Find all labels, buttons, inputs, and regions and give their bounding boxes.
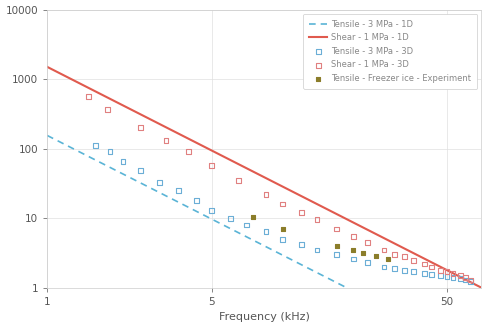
Tensile - 3 MPa - 1D (216, 221, 222, 225)
Tensile - 3 MPa - 3D (262, 229, 270, 234)
Shear - 1 MPa - 3D (313, 217, 321, 222)
Shear - 1 MPa - 3D (350, 234, 357, 239)
Shear - 1 MPa - 3D (333, 226, 341, 232)
Shear - 1 MPa - 3D (380, 247, 388, 253)
Tensile - 3 MPa - 3D (380, 264, 388, 270)
Shear - 1 MPa - 3D (420, 261, 428, 267)
Tensile - 3 MPa - 3D (462, 277, 469, 282)
Shear - 1 MPa - 3D (364, 240, 372, 245)
Tensile - Freezer ice - Experiment (359, 250, 367, 255)
Tensile - 3 MPa - 3D (401, 267, 409, 273)
Shear - 1 MPa - 1D (216, 152, 222, 156)
Tensile - 3 MPa - 3D (226, 216, 234, 221)
Tensile - 3 MPa - 3D (313, 247, 321, 253)
Tensile - 3 MPa - 1D (358, 293, 364, 297)
Shear - 1 MPa - 3D (208, 163, 216, 168)
Tensile - 3 MPa - 3D (364, 260, 372, 265)
Shear - 1 MPa - 3D (456, 273, 464, 278)
Shear - 1 MPa - 3D (449, 271, 457, 276)
Line: Tensile - 3 MPa - 1D: Tensile - 3 MPa - 1D (47, 135, 482, 328)
Shear - 1 MPa - 1D (44, 65, 50, 69)
Tensile - 3 MPa - 3D (242, 222, 250, 228)
Legend: Tensile - 3 MPa - 1D, Shear - 1 MPa - 1D, Tensile - 3 MPa - 3D, Shear - 1 MPa - : Tensile - 3 MPa - 1D, Shear - 1 MPa - 1D… (303, 14, 477, 89)
Tensile - 3 MPa - 3D (428, 272, 435, 277)
Tensile - 3 MPa - 3D (350, 256, 357, 262)
Tensile - 3 MPa - 3D (208, 208, 216, 213)
Tensile - 3 MPa - 3D (467, 278, 474, 284)
Tensile - Freezer ice - Experiment (249, 214, 257, 219)
Tensile - 3 MPa - 3D (192, 198, 200, 203)
Tensile - Freezer ice - Experiment (350, 247, 357, 253)
Tensile - Freezer ice - Experiment (333, 243, 341, 249)
Tensile - 3 MPa - 3D (106, 149, 114, 154)
Tensile - 3 MPa - 3D (92, 143, 99, 149)
X-axis label: Frequency (kHz): Frequency (kHz) (219, 313, 310, 322)
Shear - 1 MPa - 1D (186, 137, 191, 141)
Tensile - 3 MPa - 1D (44, 133, 50, 137)
Tensile - 3 MPa - 3D (119, 159, 127, 164)
Tensile - 3 MPa - 3D (174, 188, 182, 193)
Shear - 1 MPa - 3D (137, 125, 145, 131)
Tensile - 3 MPa - 1D (186, 205, 191, 209)
Shear - 1 MPa - 1D (358, 224, 364, 228)
Tensile - 3 MPa - 3D (437, 273, 445, 278)
Shear - 1 MPa - 3D (262, 192, 270, 197)
Shear - 1 MPa - 3D (85, 94, 93, 99)
Tensile - 3 MPa - 3D (137, 168, 145, 174)
Shear - 1 MPa - 3D (462, 275, 469, 280)
Tensile - Freezer ice - Experiment (279, 226, 286, 232)
Tensile - 3 MPa - 1D (96, 160, 102, 164)
Tensile - 3 MPa - 3D (449, 275, 457, 280)
Shear - 1 MPa - 3D (185, 149, 193, 154)
Shear - 1 MPa - 1D (96, 92, 102, 95)
Tensile - 3 MPa - 3D (391, 266, 399, 271)
Shear - 1 MPa - 1D (479, 286, 485, 290)
Tensile - 3 MPa - 3D (410, 269, 417, 275)
Tensile - Freezer ice - Experiment (384, 256, 392, 262)
Line: Shear - 1 MPa - 1D: Shear - 1 MPa - 1D (47, 67, 482, 288)
Tensile - 3 MPa - 3D (279, 236, 286, 242)
Tensile - 3 MPa - 3D (156, 180, 164, 185)
Shear - 1 MPa - 3D (410, 257, 417, 263)
Tensile - Freezer ice - Experiment (373, 253, 380, 258)
Shear - 1 MPa - 3D (437, 267, 445, 273)
Tensile - 3 MPa - 3D (333, 252, 341, 257)
Tensile - 3 MPa - 1D (318, 272, 323, 276)
Shear - 1 MPa - 3D (103, 107, 111, 112)
Shear - 1 MPa - 3D (428, 264, 435, 270)
Shear - 1 MPa - 3D (391, 252, 399, 257)
Tensile - 3 MPa - 3D (297, 242, 305, 247)
Shear - 1 MPa - 3D (467, 277, 474, 282)
Tensile - 3 MPa - 1D (360, 294, 366, 298)
Shear - 1 MPa - 3D (443, 269, 451, 275)
Tensile - 3 MPa - 3D (443, 274, 451, 279)
Tensile - 3 MPa - 3D (456, 276, 464, 281)
Shear - 1 MPa - 1D (360, 225, 366, 229)
Tensile - 3 MPa - 3D (420, 271, 428, 276)
Shear - 1 MPa - 3D (401, 254, 409, 259)
Shear - 1 MPa - 3D (279, 201, 286, 207)
Shear - 1 MPa - 3D (162, 138, 170, 143)
Shear - 1 MPa - 3D (297, 210, 305, 215)
Shear - 1 MPa - 3D (235, 178, 243, 183)
Shear - 1 MPa - 1D (318, 204, 323, 208)
